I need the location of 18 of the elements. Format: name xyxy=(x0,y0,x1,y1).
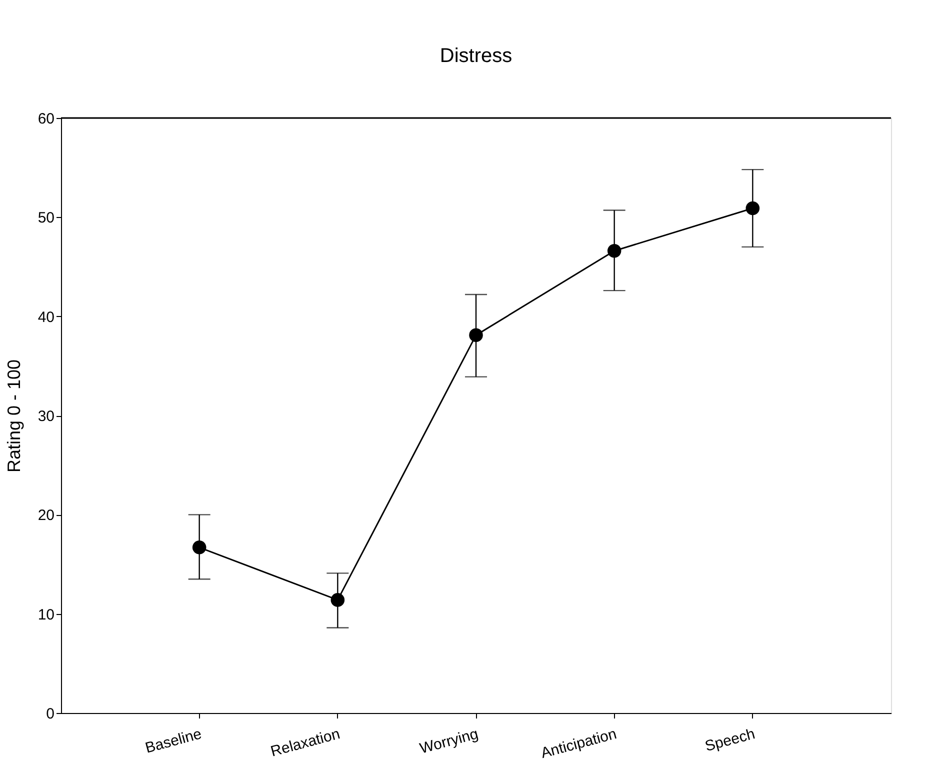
point xyxy=(469,328,483,342)
y-tick-label: 10 xyxy=(38,606,54,624)
y-tick-label: 50 xyxy=(38,210,54,227)
y-tick-label: 20 xyxy=(38,507,54,524)
x-tick-label: Speech xyxy=(703,726,757,756)
x-tick-label: Worrying xyxy=(418,726,480,758)
chart-title: Distress xyxy=(440,45,512,67)
point xyxy=(192,540,206,554)
point xyxy=(330,593,345,607)
y-tick-label: 60 xyxy=(38,110,54,128)
x-tick-label: Relaxation xyxy=(268,726,342,760)
point xyxy=(746,201,760,216)
y-tick-label: 30 xyxy=(38,408,54,425)
y-tick-label: 40 xyxy=(38,308,54,326)
point xyxy=(607,244,622,258)
y-axis-title: Rating 0 - 100 xyxy=(4,359,24,473)
y-tick-label: 0 xyxy=(46,706,54,722)
x-tick-label: Baseline xyxy=(143,726,204,757)
